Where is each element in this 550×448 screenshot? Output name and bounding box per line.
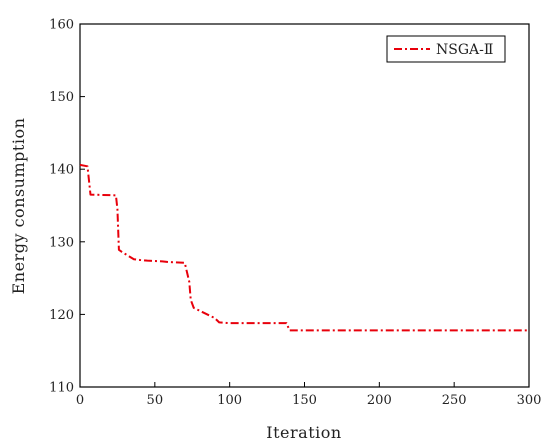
y-tick-label: 130	[49, 235, 74, 250]
y-tick-label: 110	[49, 381, 74, 396]
y-tick-label: 140	[49, 163, 74, 178]
x-tick-label: 50	[147, 393, 164, 408]
axis-ticks: 0 50 100 150 200 250 300 110 120 130 140 150 160	[49, 18, 541, 409]
legend: NSGA-Ⅱ	[386, 35, 506, 63]
x-tick-label: 200	[367, 393, 392, 408]
y-tick-label: 150	[49, 90, 74, 105]
series-line-0	[79, 163, 529, 332]
plot-frame	[79, 23, 530, 388]
x-tick-label: 150	[292, 393, 317, 408]
x-tick-label: 100	[217, 393, 242, 408]
x-tick-label: 250	[442, 393, 467, 408]
y-tick-label: 160	[49, 18, 74, 33]
y-axis-label: Energy consumption	[9, 118, 28, 295]
series-layer	[79, 163, 529, 332]
x-axis-label: Iteration	[266, 423, 341, 442]
x-tick-label: 0	[76, 393, 84, 408]
y-tick-label: 120	[49, 308, 74, 323]
legend-label-nsga-ii: NSGA-Ⅱ	[436, 42, 493, 58]
x-tick-label: 300	[517, 393, 542, 408]
